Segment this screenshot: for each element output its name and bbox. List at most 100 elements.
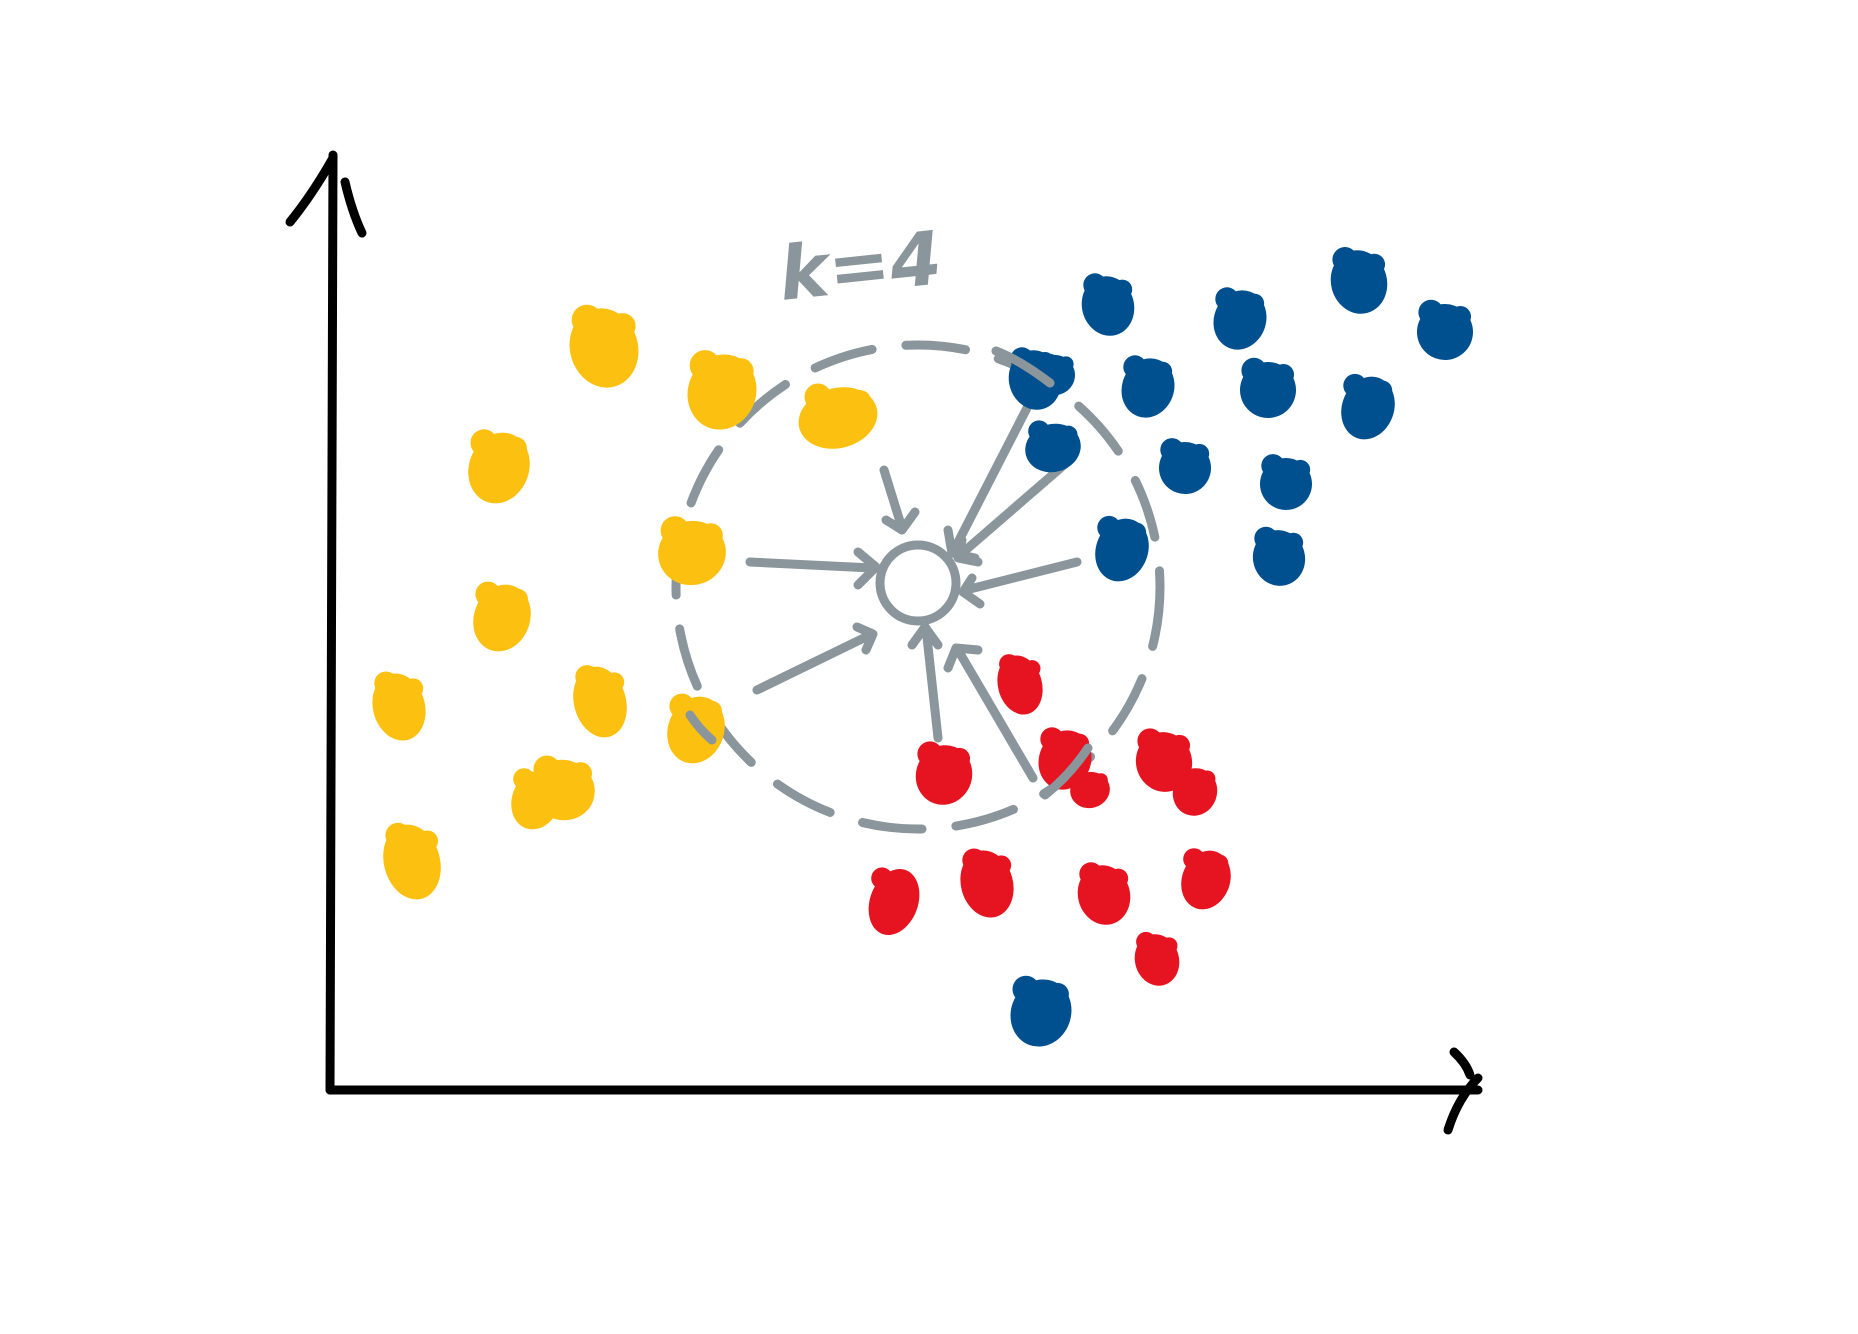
blue-data-point-bump xyxy=(1244,293,1265,314)
yellow-data-point-bump xyxy=(700,700,723,722)
blue-data-point-bump xyxy=(1332,247,1358,273)
yellow-data-point-blob xyxy=(468,432,530,504)
circle-overstroke xyxy=(1040,743,1093,800)
yellow-data-point-bump xyxy=(804,383,832,411)
yellow-data-point-bump xyxy=(475,581,501,607)
blue-data-point-bump xyxy=(1036,352,1054,370)
blue-data-point-bump xyxy=(1097,515,1121,540)
blue-data-point xyxy=(1417,299,1473,360)
red-data-point xyxy=(960,848,1014,918)
distance-arrow xyxy=(943,643,1038,783)
blue-data-point-bump xyxy=(1261,454,1285,478)
blue-data-point xyxy=(1341,373,1395,440)
distance-arrow xyxy=(953,453,1077,567)
blue-data-point xyxy=(1010,975,1072,1047)
blue-data-point-bump xyxy=(1215,287,1239,311)
distance-arrow xyxy=(745,547,881,590)
x-axis-arrow-head xyxy=(1443,1047,1483,1135)
y-axis-arrow-head xyxy=(285,153,367,238)
yellow-data-point-bump xyxy=(504,436,527,460)
circle-overstroke xyxy=(991,346,1055,388)
yellow-data-point-bump xyxy=(403,678,424,699)
blue-data-point-blob xyxy=(1341,376,1395,440)
blue-data-point-bump xyxy=(1418,299,1444,325)
blue-data-point xyxy=(1095,515,1149,582)
red-data-point-bump xyxy=(948,747,971,770)
yellow-data-point-bump xyxy=(604,672,625,693)
blue-data-point xyxy=(1260,454,1312,510)
blue-data-point-blob xyxy=(1010,979,1072,1047)
yellow-data-point xyxy=(372,671,426,741)
yellow-data-point-blob xyxy=(687,354,757,430)
red-data-point xyxy=(1134,931,1180,986)
yellow-data-point-bump xyxy=(470,429,498,457)
yellow-data-point-bump xyxy=(575,665,599,689)
y-axis xyxy=(325,150,338,1095)
yellow-data-point xyxy=(798,383,878,449)
red-data-point-bump xyxy=(962,848,986,872)
yellow-data-point-bump xyxy=(609,313,636,339)
red-data-point-bump xyxy=(1108,868,1129,889)
yellow-data-point-bump xyxy=(569,762,592,785)
red-data-point xyxy=(1172,765,1218,816)
yellow-data-point-bump xyxy=(385,822,411,849)
red-data-point xyxy=(997,654,1043,715)
yellow-data-point-bump xyxy=(513,768,535,790)
red-data-point-bump xyxy=(1160,937,1178,955)
red-data-point-bump xyxy=(1168,734,1191,757)
blue-data-point-bump xyxy=(1272,363,1295,386)
blue-data-point-bump xyxy=(1283,532,1304,553)
red-data-point-bump xyxy=(1023,660,1041,677)
red-data-point-bump xyxy=(1040,727,1064,751)
yellow-data-point xyxy=(658,516,726,586)
blue-data-point-bump xyxy=(1363,253,1386,276)
red-data-point-bump xyxy=(871,867,893,889)
red-data-point-bump xyxy=(1094,773,1108,787)
blue-data-point xyxy=(1025,420,1081,473)
yellow-data-point xyxy=(573,665,627,738)
blue-data-point-bump xyxy=(1449,305,1472,328)
blue-data-point-bump xyxy=(1343,373,1367,398)
data-points xyxy=(372,247,1473,1047)
distance-arrow xyxy=(907,622,943,743)
red-data-point-bump xyxy=(917,741,943,767)
query-point xyxy=(875,540,961,626)
blue-data-point-bump xyxy=(1112,279,1133,300)
yellow-data-point xyxy=(383,822,441,900)
blue-data-point xyxy=(1035,352,1075,395)
yellow-data-point-blob xyxy=(798,387,878,449)
yellow-data-point-bump xyxy=(689,350,721,381)
red-data-point xyxy=(1077,862,1131,925)
yellow-data-point-bump xyxy=(540,774,559,793)
blue-data-point-bump xyxy=(1059,425,1078,444)
distance-arrows xyxy=(745,403,1082,783)
blue-data-point-bump xyxy=(1012,975,1040,1003)
blue-data-point-blob xyxy=(1213,290,1267,350)
red-data-point-bump xyxy=(1210,854,1229,873)
blue-data-point-bump xyxy=(1241,357,1267,383)
red-data-point xyxy=(915,741,973,805)
yellow-data-point-bump xyxy=(506,588,529,610)
red-data-point-bump xyxy=(991,855,1012,876)
neighbor-count-label: k=4 xyxy=(775,215,946,318)
blue-data-point xyxy=(1330,247,1388,314)
blue-data-point-bump xyxy=(1372,380,1393,401)
blue-data-point xyxy=(1240,357,1296,418)
red-data-point-blob xyxy=(1181,850,1231,910)
blue-data-point xyxy=(1121,355,1175,418)
blue-data-point xyxy=(1081,273,1135,336)
yellow-data-point-bump xyxy=(698,523,723,548)
red-data-point-bump xyxy=(1079,862,1103,886)
yellow-data-point xyxy=(569,304,639,388)
neighborhood-circle xyxy=(671,340,1165,834)
red-data-point-blob xyxy=(915,745,973,805)
blue-data-point-bump xyxy=(1058,356,1074,372)
red-data-point-bump xyxy=(1071,769,1089,786)
circle-overstrokes xyxy=(685,346,1093,800)
blue-data-point xyxy=(1252,526,1306,586)
yellow-data-point xyxy=(468,429,530,504)
blue-data-point-bump xyxy=(1189,443,1210,464)
yellow-data-point-bump xyxy=(374,671,398,695)
red-data-point-blob xyxy=(868,869,920,935)
blue-data-point-bump xyxy=(1046,982,1069,1006)
